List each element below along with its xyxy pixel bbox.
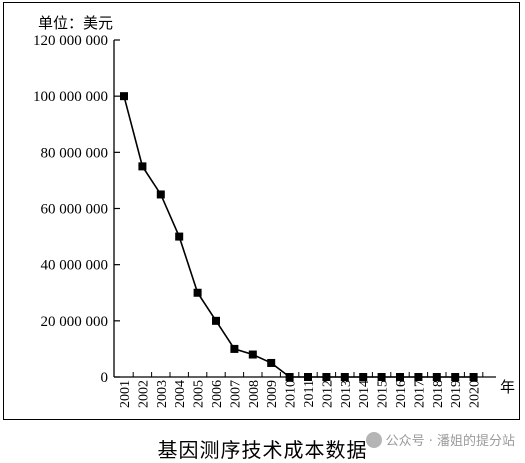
x-tick-label: 2011: [302, 380, 317, 407]
data-point-2011: [304, 373, 312, 381]
x-tick-label: 2005: [192, 380, 207, 408]
data-point-2012: [322, 373, 331, 381]
y-tick-label: 60 000 000: [41, 202, 109, 218]
x-tick-label: 2013: [339, 380, 354, 408]
chart-caption: 基因测序技术成本数据: [157, 440, 368, 462]
x-axis-unit-label: 年: [500, 379, 515, 396]
data-point-2002: [138, 162, 147, 171]
y-tick-label: 80 000 000: [41, 145, 109, 161]
data-point-2013: [340, 373, 349, 381]
x-tick-label: 2012: [320, 380, 335, 408]
x-tick-label: 2015: [376, 380, 391, 408]
x-tick-label: 2014: [357, 380, 372, 408]
data-point-2003: [156, 190, 165, 199]
y-axis: 0 20 000 000 40 000 000 60 000 000 80 000 00…: [33, 33, 120, 386]
data-point-2010: [285, 373, 294, 381]
data-point-2007: [230, 344, 239, 353]
cost-line-chart: 0 20 000 000 40 000 000 60 000 000 80 000 00…: [33, 15, 515, 408]
x-tick-label: 2020: [468, 380, 483, 408]
data-point-2017: [414, 373, 423, 381]
watermark: 公众号 · 潘姐的提分站: [365, 430, 515, 449]
x-tick-label: 2018: [431, 380, 446, 408]
x-tick-label: 2010: [284, 380, 299, 408]
y-tick-label: 0: [101, 370, 109, 386]
series-group: [120, 92, 478, 381]
x-tick-label: 2002: [136, 380, 151, 408]
wechat-icon: [365, 431, 382, 448]
x-tick-label: 2019: [449, 380, 464, 408]
y-tick-label: 100 000 000: [33, 89, 108, 105]
data-point-2005: [193, 288, 202, 297]
x-tick-label: 2001: [118, 380, 133, 408]
x-tick-label: 2008: [247, 380, 262, 408]
x-tick-label: 2004: [173, 380, 188, 408]
y-tick-label: 120 000 000: [33, 33, 108, 49]
y-axis-unit-label: 单位：美元: [38, 15, 113, 32]
x-tick-label: 2009: [265, 380, 280, 408]
x-tick-label: 2016: [394, 380, 409, 408]
data-point-2020: [469, 373, 478, 381]
chart-frame: [3, 2, 520, 420]
data-point-2004: [175, 232, 184, 241]
data-point-2009: [267, 358, 276, 367]
y-tick-label: 40 000 000: [41, 258, 109, 274]
data-point-2015: [377, 373, 386, 381]
data-point-2014: [359, 373, 368, 381]
x-tick-label: 2006: [210, 380, 225, 408]
data-point-2018: [432, 373, 441, 381]
watermark-text: 公众号 · 潘姐的提分站: [385, 434, 515, 449]
x-tick-label: 2017: [412, 380, 427, 408]
data-point-2008: [248, 350, 257, 359]
data-point-2006: [212, 316, 220, 325]
y-tick-label: 20 000 000: [41, 314, 109, 330]
data-point-2019: [451, 373, 460, 381]
data-point-2016: [396, 373, 404, 381]
x-tick-label: 2003: [155, 380, 170, 408]
x-tick-label: 2007: [228, 380, 243, 408]
data-point-2001: [120, 92, 128, 101]
